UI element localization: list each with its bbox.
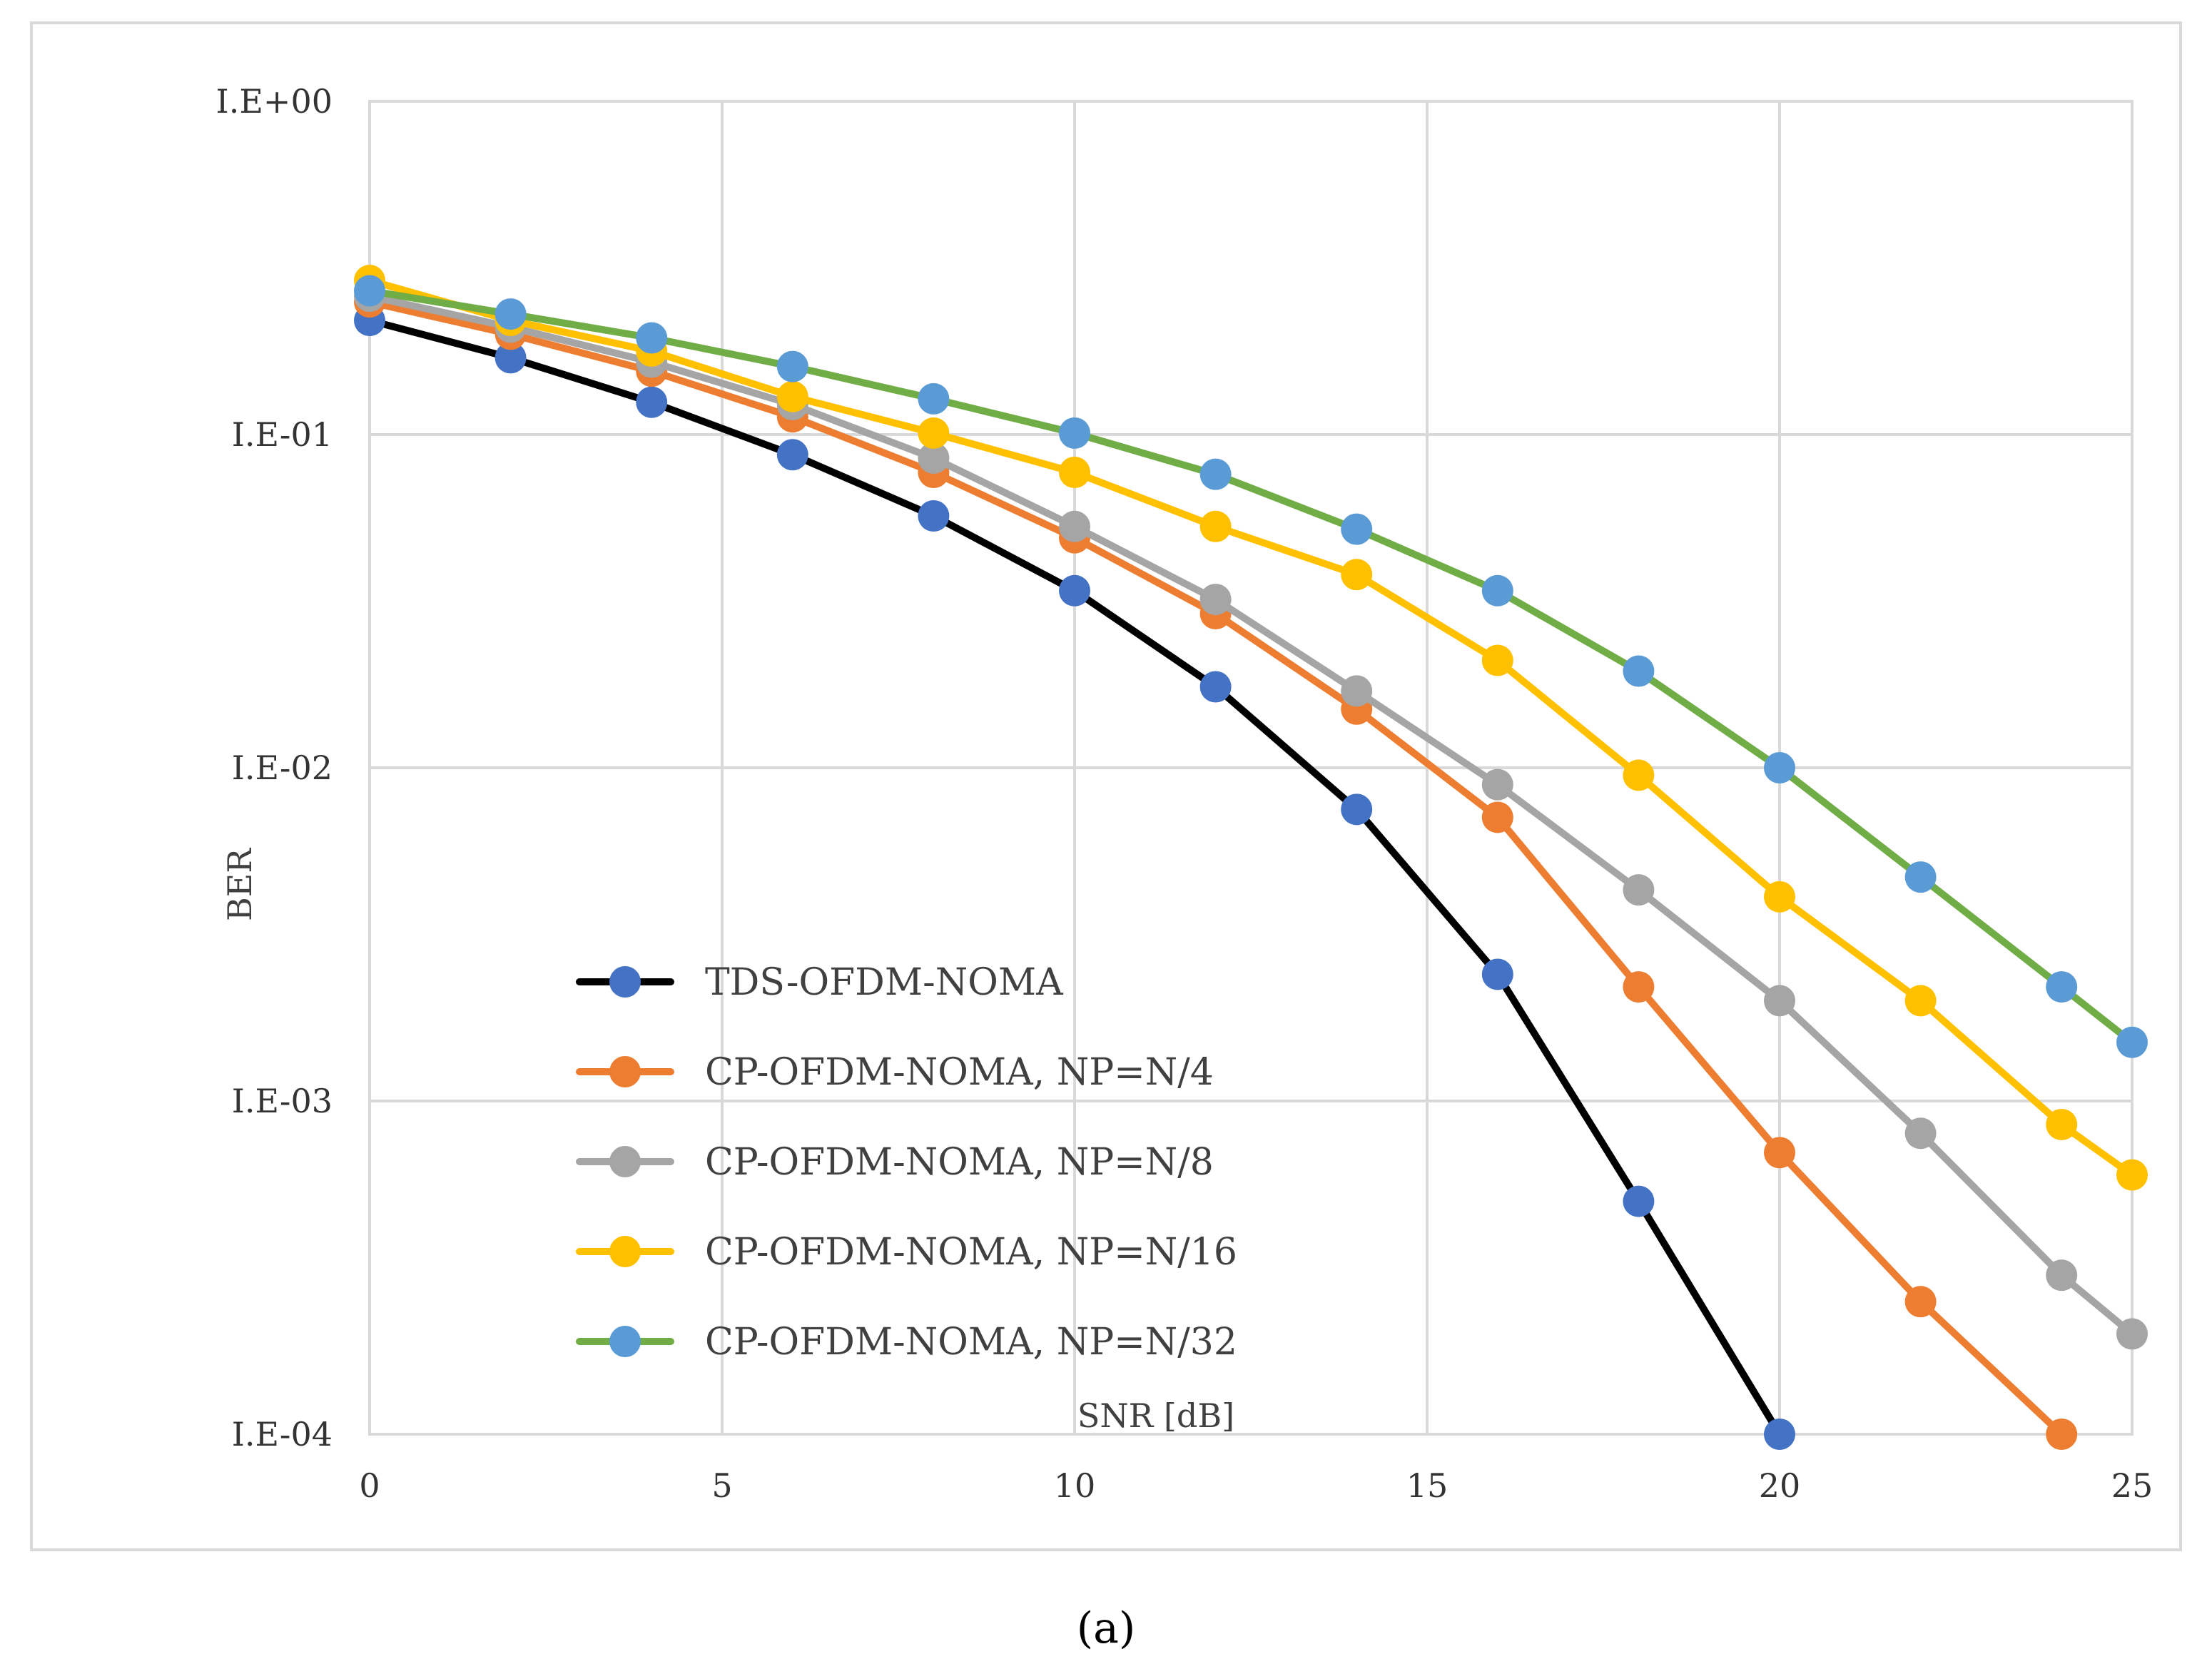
legend-label: CP-OFDM-NOMA, NP=N/8 bbox=[705, 1141, 1214, 1184]
x-tick-label: 10 bbox=[1054, 1466, 1096, 1505]
data-point bbox=[1341, 793, 1373, 826]
data-point bbox=[2046, 1108, 2078, 1140]
x-tick-label: 0 bbox=[359, 1466, 380, 1505]
legend-marker bbox=[609, 1146, 641, 1177]
data-point bbox=[1764, 881, 1795, 913]
data-point bbox=[1764, 1137, 1795, 1169]
data-point bbox=[494, 298, 527, 330]
legend-entry-2: CP-OFDM-NOMA, NP=N/4 bbox=[576, 1051, 1214, 1094]
legend-label: CP-OFDM-NOMA, NP=N/16 bbox=[705, 1231, 1237, 1274]
data-point bbox=[1059, 510, 1090, 542]
data-point bbox=[2116, 1318, 2148, 1350]
data-point bbox=[776, 439, 808, 471]
series-5 bbox=[354, 275, 2148, 1058]
data-point bbox=[1481, 801, 1513, 833]
data-point bbox=[1481, 574, 1513, 607]
chart-border bbox=[30, 21, 2182, 1551]
data-point bbox=[918, 382, 950, 415]
data-point bbox=[1059, 417, 1090, 449]
data-point bbox=[1199, 510, 1232, 542]
data-point bbox=[1904, 861, 1937, 893]
y-tick-label: I.E-04 bbox=[232, 1415, 333, 1454]
data-point bbox=[1341, 675, 1373, 707]
data-point bbox=[1481, 768, 1513, 801]
y-tick-label: I.E-02 bbox=[232, 749, 333, 787]
data-point bbox=[354, 275, 385, 307]
data-point bbox=[2046, 971, 2078, 1003]
legend-marker bbox=[609, 1236, 641, 1267]
x-tick-label: 25 bbox=[2111, 1466, 2153, 1505]
data-point bbox=[1623, 874, 1655, 906]
data-point bbox=[1623, 1185, 1655, 1217]
legend-entry-4: CP-OFDM-NOMA, NP=N/16 bbox=[576, 1231, 1237, 1274]
data-point bbox=[1764, 752, 1795, 783]
data-point bbox=[1623, 971, 1655, 1003]
series-layer bbox=[354, 265, 2148, 1450]
data-point bbox=[1623, 759, 1655, 791]
data-point bbox=[1623, 655, 1655, 687]
data-point bbox=[2116, 1026, 2148, 1058]
plot-area-frame bbox=[368, 100, 2134, 1436]
data-point bbox=[1059, 457, 1090, 489]
data-point bbox=[1904, 1286, 1937, 1318]
y-tick-label: I.E+00 bbox=[216, 82, 333, 121]
x-tick-label: 20 bbox=[1759, 1466, 1801, 1505]
legend-entry-5: CP-OFDM-NOMA, NP=N/32 bbox=[576, 1321, 1237, 1364]
data-point bbox=[1904, 985, 1937, 1017]
data-point bbox=[1904, 1117, 1937, 1150]
data-point bbox=[636, 386, 668, 418]
data-point bbox=[2046, 1419, 2078, 1450]
data-point bbox=[1199, 584, 1232, 616]
data-point bbox=[1199, 671, 1232, 703]
data-point bbox=[636, 322, 668, 354]
data-point bbox=[1341, 513, 1373, 545]
x-axis-ticks: 0 5 10 15 20 25 bbox=[359, 1466, 2153, 1505]
data-point bbox=[918, 442, 950, 474]
data-point bbox=[1764, 985, 1795, 1017]
series-line bbox=[366, 277, 2136, 1179]
legend-label: CP-OFDM-NOMA, NP=N/32 bbox=[705, 1321, 1237, 1364]
y-axis-title: BER bbox=[220, 848, 259, 921]
data-point bbox=[2046, 1259, 2078, 1292]
x-tick-label: 5 bbox=[711, 1466, 732, 1505]
data-point bbox=[2116, 1159, 2148, 1191]
legend: TDS-OFDM-NOMA CP-OFDM-NOMA, NP=N/4 CP-OFDM… bbox=[576, 961, 1237, 1364]
y-axis-ticks: I.E+00 I.E-01 I.E-02 I.E-03 I.E-04 bbox=[216, 82, 333, 1454]
data-point bbox=[1341, 559, 1373, 591]
legend-marker bbox=[609, 1056, 641, 1087]
legend-entry-3: CP-OFDM-NOMA, NP=N/8 bbox=[576, 1141, 1214, 1184]
data-point bbox=[776, 350, 808, 382]
data-point bbox=[494, 342, 527, 374]
series-1 bbox=[354, 305, 1795, 1450]
legend-marker bbox=[609, 966, 641, 998]
data-point bbox=[1481, 644, 1513, 676]
data-point bbox=[1059, 574, 1090, 607]
series-line bbox=[366, 287, 2136, 1046]
data-point bbox=[776, 380, 808, 412]
legend-label: CP-OFDM-NOMA, NP=N/4 bbox=[705, 1051, 1214, 1094]
legend-label: TDS-OFDM-NOMA bbox=[705, 961, 1064, 1004]
legend-entry-1: TDS-OFDM-NOMA bbox=[576, 961, 1064, 1004]
data-point bbox=[1199, 458, 1232, 490]
data-point bbox=[1764, 1419, 1795, 1450]
legend-marker bbox=[609, 1326, 641, 1357]
x-tick-label: 15 bbox=[1406, 1466, 1449, 1505]
data-point bbox=[918, 500, 950, 532]
series-line bbox=[366, 293, 2136, 1338]
figure-caption: (a) bbox=[1077, 1603, 1136, 1653]
data-point bbox=[1481, 958, 1513, 990]
y-tick-label: I.E-01 bbox=[232, 415, 333, 454]
y-tick-label: I.E-03 bbox=[232, 1082, 333, 1120]
x-axis-title: SNR [dB] bbox=[1077, 1396, 1234, 1435]
data-point bbox=[918, 417, 950, 449]
